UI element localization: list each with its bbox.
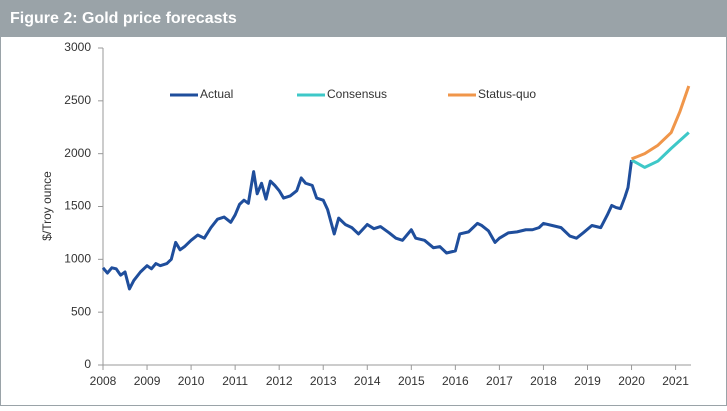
header-bar	[0, 0, 727, 37]
line-series	[101, 159, 634, 291]
line-series	[630, 131, 690, 169]
x-tick-label: 2018	[530, 374, 557, 388]
x-tick-label: 2016	[442, 374, 469, 388]
x-tick-label: 2010	[178, 374, 205, 388]
line-series	[630, 85, 691, 161]
chart-title: Figure 2: Gold price forecasts	[10, 10, 237, 27]
y-tick-label: 1000	[64, 252, 91, 266]
x-tick-label: 2011	[222, 374, 248, 388]
x-tick-label: 2014	[354, 374, 381, 388]
x-tick-label: 2009	[134, 374, 161, 388]
x-tick-label: 2021	[662, 374, 689, 388]
x-tick-label: 2015	[398, 374, 425, 388]
y-axis-label: $/Troy ounce	[40, 171, 54, 241]
legend-label: Status-quo	[478, 87, 536, 101]
x-tick-label: 2008	[90, 374, 117, 388]
x-tick-label: 2020	[618, 374, 645, 388]
y-tick-label: 0	[84, 357, 91, 371]
y-tick-label: 500	[71, 304, 91, 318]
y-tick-label: 3000	[64, 40, 91, 54]
y-tick-label: 1500	[64, 199, 91, 213]
x-tick-label: 2013	[310, 374, 337, 388]
x-tick-label: 2019	[574, 374, 601, 388]
legend-label: Consensus	[327, 87, 387, 101]
y-tick-label: 2500	[64, 93, 91, 107]
x-tick-label: 2017	[486, 374, 513, 388]
x-tick-label: 2012	[266, 374, 293, 388]
legend-label: Actual	[200, 87, 233, 101]
y-tick-label: 2000	[64, 146, 91, 160]
